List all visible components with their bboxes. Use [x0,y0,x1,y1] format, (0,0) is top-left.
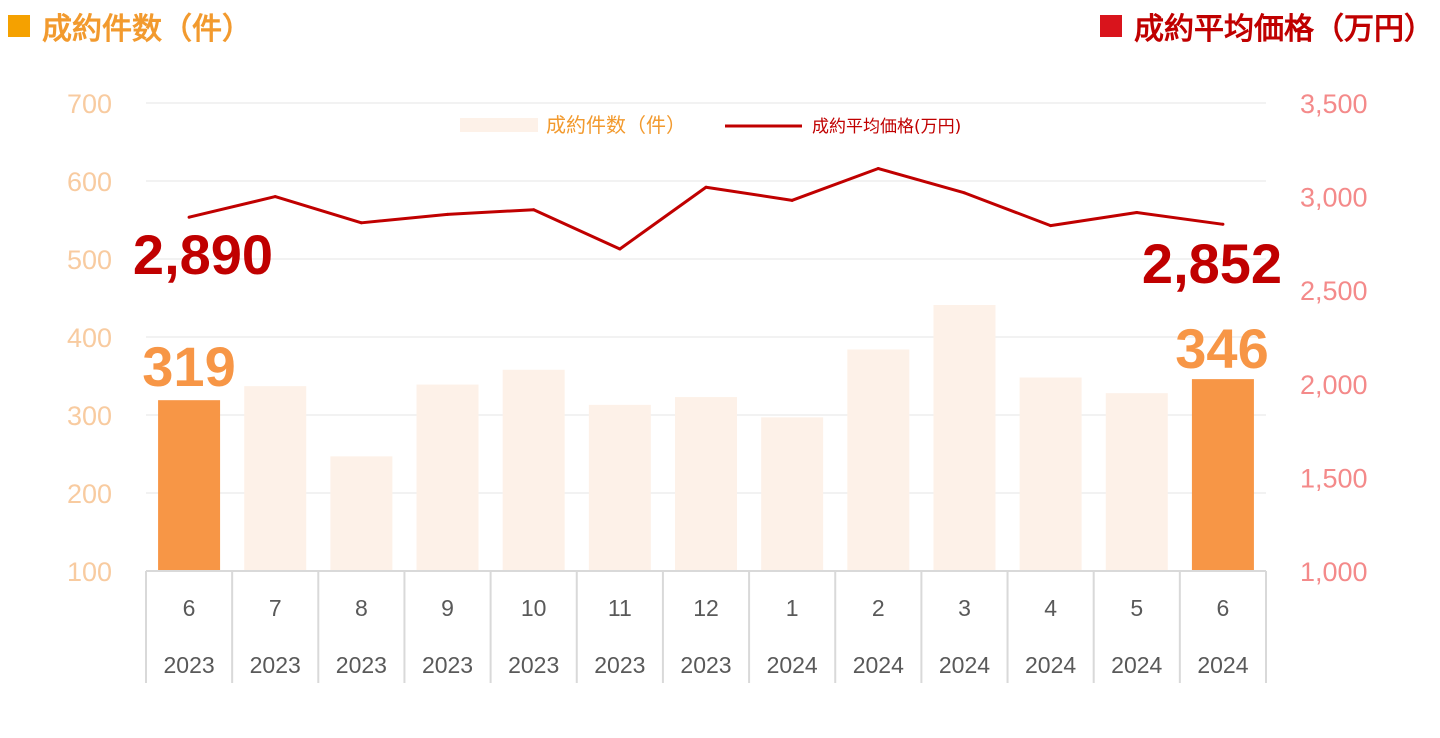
left-tick-label: 200 [67,479,112,509]
x-tick-year: 2023 [594,652,645,678]
bar-2024-4 [1019,377,1082,571]
right-title-marker [1100,15,1122,37]
x-tick-month: 6 [1217,595,1230,621]
x-tick-year: 2024 [1025,652,1076,678]
right-axis-title: 成約平均価格（万円） [1100,4,1434,48]
line-point-2023-11 [618,247,622,251]
x-tick-month: 2 [872,595,885,621]
legend-label-bars: 成約件数（件） [546,113,686,137]
right-tick-label: 2,000 [1300,370,1368,400]
count-label-first: 319 [142,335,235,398]
left-tick-label: 300 [67,401,112,431]
x-tick-year: 2023 [336,652,387,678]
bar-2024-6 [1191,379,1254,571]
bar-2024-1 [761,417,824,571]
left-title-text: 成約件数（件） [42,12,252,47]
x-tick-year: 2023 [508,652,559,678]
bar-2023-12 [675,397,737,571]
x-tick-year: 2023 [250,652,301,678]
x-tick-year: 2024 [767,652,818,678]
x-tick-month: 7 [269,595,282,621]
line-point-2023-9 [446,212,450,216]
x-tick-month: 4 [1044,595,1057,621]
line-point-2024-6 [1221,222,1225,226]
legend-label-line: 成約平均価格(万円) [812,117,961,137]
bar-2023-10 [502,369,565,571]
x-tick-month: 6 [183,595,196,621]
bar-2024-5 [1105,393,1168,571]
left-title-marker [8,15,30,37]
x-tick-year: 2023 [163,652,214,678]
left-tick-label: 700 [67,89,112,119]
price-label-first: 2,890 [133,223,273,286]
left-axis-title: 成約件数（件） [8,4,252,48]
x-tick-month: 10 [521,595,547,621]
legend-swatch-bars [460,118,538,132]
line-point-2024-3 [962,191,966,195]
x-tick-month: 5 [1130,595,1143,621]
right-tick-label: 1,000 [1300,557,1368,587]
x-tick-year: 2023 [680,652,731,678]
x-tick-year: 2023 [422,652,473,678]
line-point-2024-4 [1049,224,1053,228]
line-point-2023-10 [532,208,536,212]
bar-2023-6 [158,400,221,571]
bar-2024-3 [933,305,996,571]
line-point-2023-8 [359,221,363,225]
x-tick-month: 9 [441,595,454,621]
x-tick-year: 2024 [1197,652,1248,678]
line-point-2024-1 [790,198,794,202]
bar-2023-8 [330,456,393,571]
line-point-2023-6 [187,215,191,219]
x-tick-year: 2024 [853,652,904,678]
bar-2024-2 [847,349,910,571]
x-tick-month: 11 [608,595,632,621]
x-tick-month: 3 [958,595,971,621]
line-point-2023-7 [273,195,277,199]
bar-2023-9 [416,384,479,571]
x-tick-year: 2024 [939,652,990,678]
left-tick-label: 100 [67,557,112,587]
price-label-last: 2,852 [1142,232,1282,295]
bar-2023-11 [588,404,651,571]
right-tick-label: 2,500 [1300,276,1368,306]
x-tick-month: 1 [786,595,799,621]
x-tick-month: 12 [693,595,719,621]
left-tick-label: 500 [67,245,112,275]
right-tick-label: 1,500 [1300,463,1368,493]
line-point-2024-5 [1135,211,1139,215]
left-tick-label: 600 [67,167,112,197]
line-point-2024-2 [876,167,880,171]
x-tick-month: 8 [355,595,368,621]
count-label-last: 346 [1175,317,1268,380]
left-tick-label: 400 [67,323,112,353]
right-tick-label: 3,500 [1300,89,1368,119]
right-title-text: 成約平均価格（万円） [1134,12,1434,47]
line-point-2023-12 [704,185,708,189]
x-tick-year: 2024 [1111,652,1162,678]
right-tick-label: 3,000 [1300,183,1368,213]
bar-2023-7 [244,386,307,571]
